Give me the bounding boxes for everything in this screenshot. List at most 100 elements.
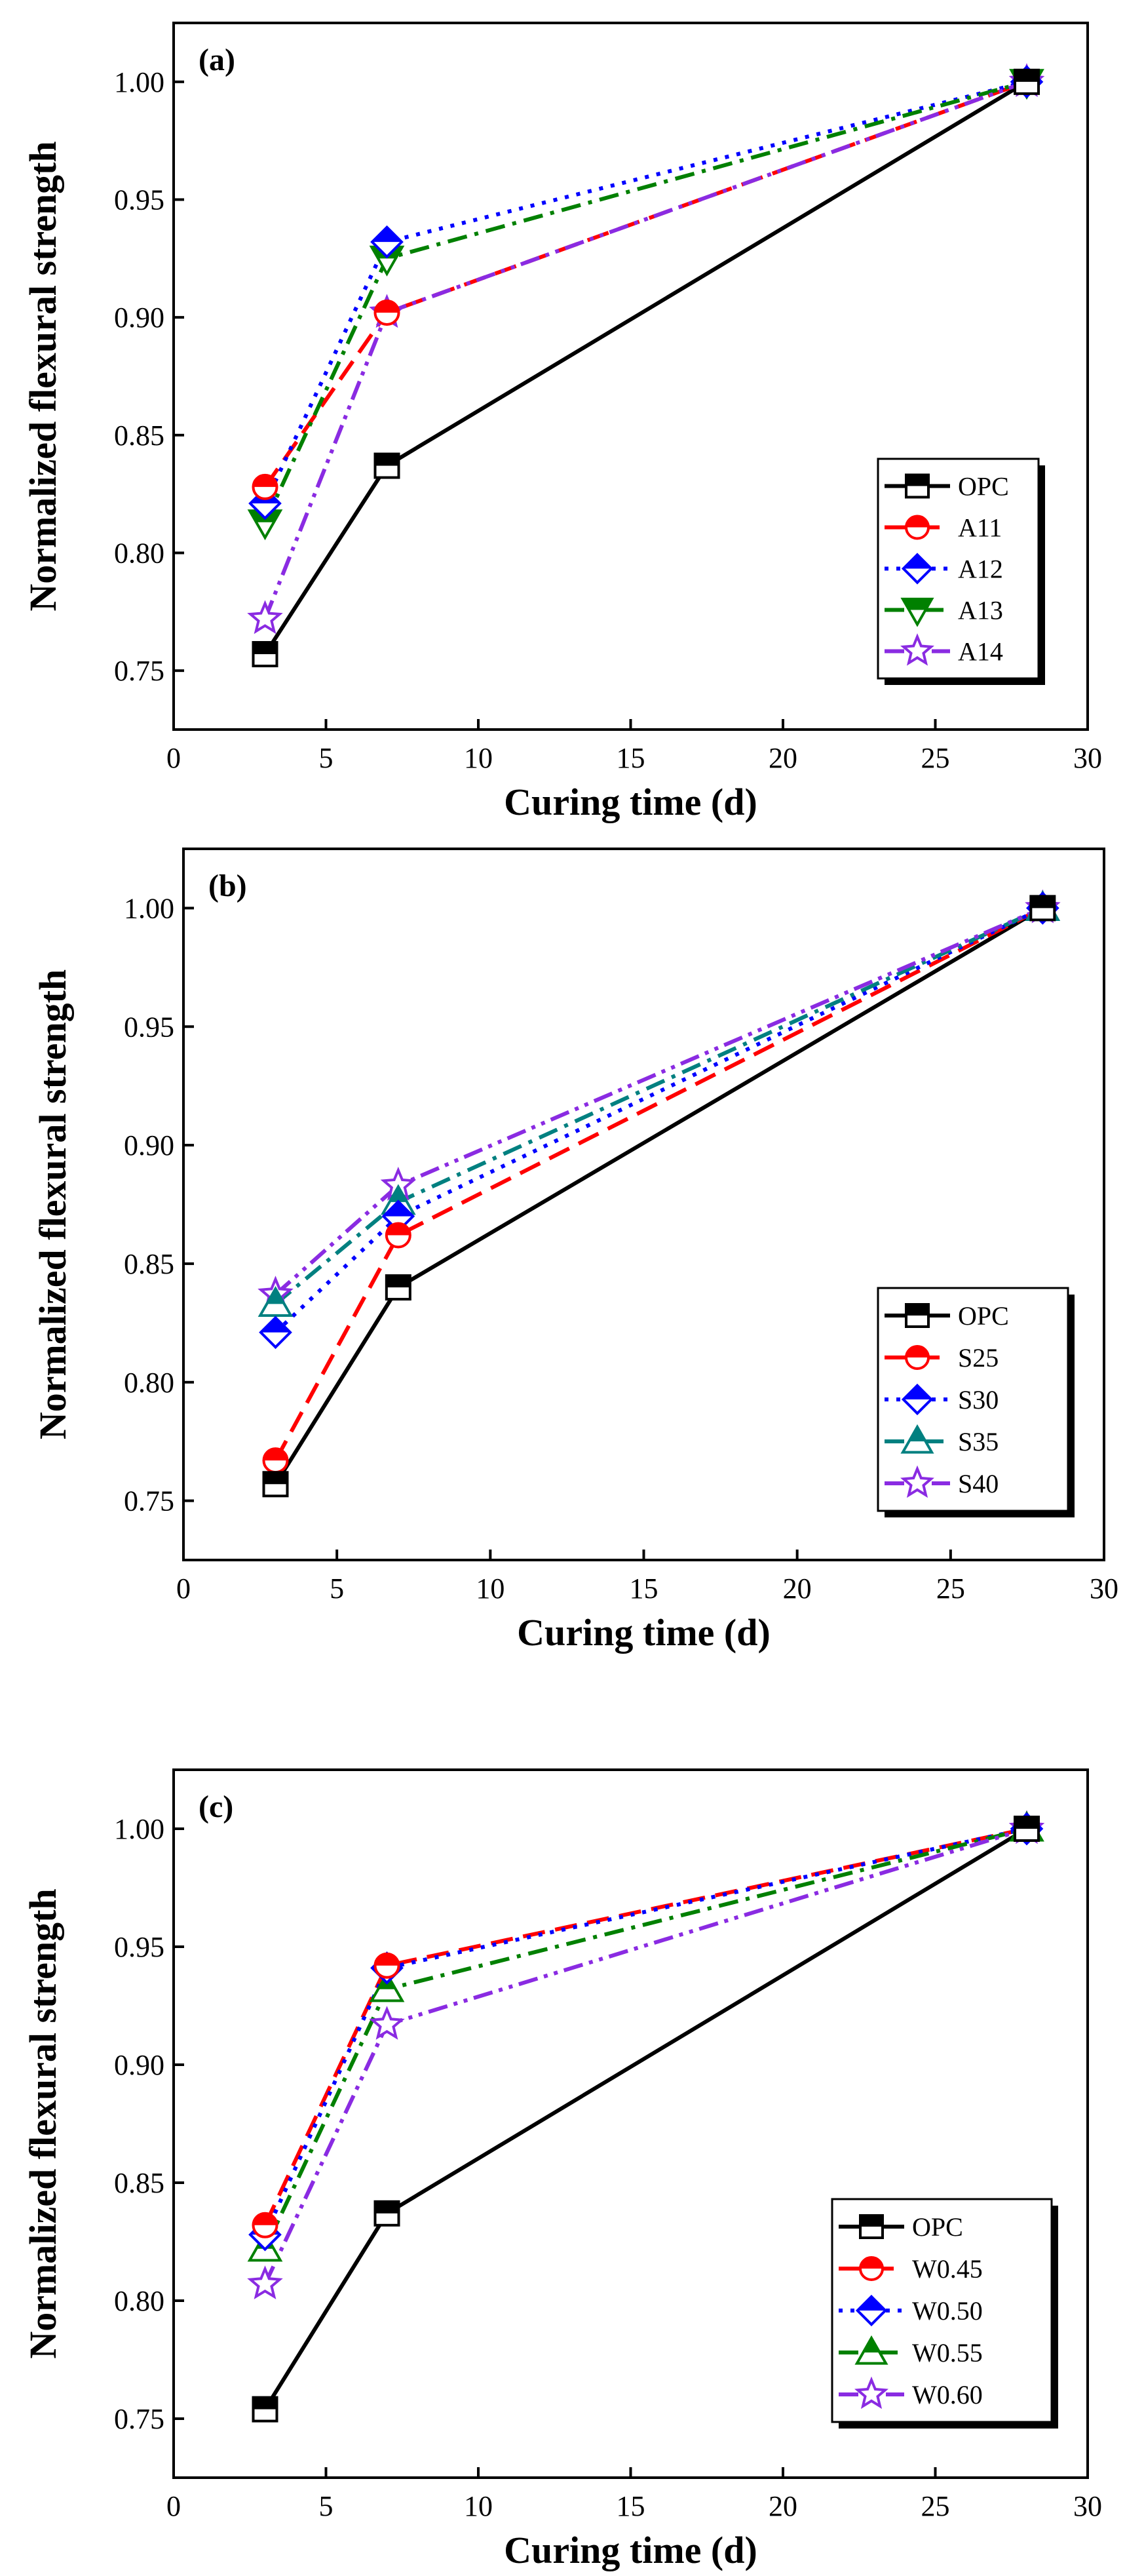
y-tick-label: 0.85 xyxy=(114,420,164,452)
x-tick-label: 20 xyxy=(769,2490,797,2522)
series-line-A14 xyxy=(263,79,1028,620)
data-point-A11 xyxy=(252,473,278,500)
chart-panel-2: 0 5 10 15 20 25 30 0.75 0.80 0.85 0.90 0.95 1.00 Curi… xyxy=(31,848,1118,1654)
legend-label-S35: S35 xyxy=(958,1427,999,1456)
series-line-W0.50 xyxy=(263,1827,1027,2236)
data-point-OPC xyxy=(373,2200,400,2227)
x-tick-label: 10 xyxy=(464,742,493,774)
series-line-S30 xyxy=(274,906,1044,1334)
panel-label: (b) xyxy=(208,868,247,903)
data-point-A12 xyxy=(370,225,404,259)
y-tick-label: 0.75 xyxy=(114,655,164,687)
legend-marker-W0.45 xyxy=(859,2256,884,2281)
chart-panel-3: 0 5 10 15 20 25 30 0.75 0.80 0.85 0.90 0.95 1.00 Curi… xyxy=(22,1768,1102,2571)
y-tick-label: 0.85 xyxy=(124,1248,174,1280)
y-axis-title: Normalized flexural strength xyxy=(31,969,74,1439)
data-point-W0.45 xyxy=(373,1952,400,1979)
x-tick-label: 5 xyxy=(330,1572,344,1605)
data-point-OPC xyxy=(373,452,400,479)
x-tick-label: 25 xyxy=(921,2490,950,2522)
y-axis-title: Normalized flexural strength xyxy=(22,141,64,611)
legend-label-W0.55: W0.55 xyxy=(912,2338,983,2368)
legend-label-W0.45: W0.45 xyxy=(912,2254,983,2284)
y-tick-label: 0.95 xyxy=(114,184,164,216)
legend-marker-W0.55 xyxy=(854,2335,888,2365)
y-tick-label: 0.75 xyxy=(124,1485,174,1517)
x-axis-title: Curing time (d) xyxy=(504,781,757,823)
data-point-OPC xyxy=(385,1274,411,1301)
legend-label-OPC: OPC xyxy=(912,2212,963,2242)
series-line-W0.45 xyxy=(263,1827,1027,2227)
x-axis-title: Curing time (d) xyxy=(504,2529,757,2571)
series-line-A11 xyxy=(263,79,1028,488)
legend-label-OPC: OPC xyxy=(958,472,1009,501)
legend-label-W0.60: W0.60 xyxy=(912,2380,983,2410)
legend-label-S25: S25 xyxy=(958,1343,999,1373)
x-tick-label: 10 xyxy=(476,1572,505,1605)
data-point-OPC xyxy=(1029,895,1056,922)
legend-marker-S35 xyxy=(900,1424,934,1454)
x-tick-label: 30 xyxy=(1073,742,1102,774)
x-tick-label: 5 xyxy=(319,742,334,774)
x-tick-label: 0 xyxy=(176,1572,191,1605)
legend: OPC W0.45 W0.50 W0.55 W0.60 xyxy=(831,2198,1058,2429)
x-tick-label: 20 xyxy=(769,742,797,774)
x-tick-label: 25 xyxy=(936,1572,965,1605)
data-point-W0.60 xyxy=(369,2006,405,2040)
y-tick-label: 0.80 xyxy=(114,537,164,570)
data-point-S30 xyxy=(381,1200,415,1233)
y-tick-label: 0.90 xyxy=(124,1129,174,1161)
data-point-OPC xyxy=(252,641,278,668)
legend-label-S30: S30 xyxy=(958,1385,999,1415)
x-tick-label: 15 xyxy=(617,2490,645,2522)
chart-panel-1: 0 5 10 15 20 25 30 0.75 0.80 0.85 0.90 0.95 1.00 Curi… xyxy=(22,22,1102,823)
x-tick-label: 5 xyxy=(319,2490,334,2522)
legend-label-A13: A13 xyxy=(958,596,1003,625)
data-point-A11 xyxy=(373,299,400,326)
legend-label-A14: A14 xyxy=(958,637,1003,667)
data-point-S25 xyxy=(385,1222,411,1249)
data-point-OPC xyxy=(262,1471,289,1498)
data-point-S35 xyxy=(257,1285,294,1317)
y-tick-label: 1.00 xyxy=(114,66,164,98)
y-tick-label: 0.90 xyxy=(114,302,164,334)
legend-marker-W0.60 xyxy=(854,2376,888,2410)
legend-label-A12: A12 xyxy=(958,555,1003,584)
series-line-S40 xyxy=(274,906,1044,1297)
legend: OPC A11 A12 A13 A14 xyxy=(877,458,1045,685)
legend-label-A11: A11 xyxy=(958,513,1002,543)
y-tick-label: 1.00 xyxy=(124,892,174,924)
legend: OPC S25 S30 S35 S40 xyxy=(877,1287,1075,1517)
legend-marker-A11 xyxy=(905,515,930,540)
y-axis-title: Normalized flexural strength xyxy=(22,1888,64,2358)
panel-label: (c) xyxy=(199,1789,233,1824)
x-tick-label: 20 xyxy=(783,1572,812,1605)
data-point-OPC xyxy=(1014,1816,1040,1842)
x-tick-label: 10 xyxy=(464,2490,493,2522)
x-tick-label: 30 xyxy=(1073,2490,1102,2522)
data-point-W0.60 xyxy=(247,2265,283,2299)
y-tick-label: 0.75 xyxy=(114,2403,164,2435)
legend-marker-W0.50 xyxy=(855,2294,888,2327)
x-tick-label: 15 xyxy=(617,742,645,774)
x-tick-label: 30 xyxy=(1090,1572,1118,1605)
data-point-S30 xyxy=(259,1316,292,1350)
legend-label-OPC: OPC xyxy=(958,1301,1009,1331)
x-tick-label: 0 xyxy=(166,2490,181,2522)
x-axis-title: Curing time (d) xyxy=(517,1611,771,1654)
y-tick-label: 0.80 xyxy=(114,2285,164,2317)
y-tick-label: 0.95 xyxy=(124,1011,174,1043)
legend-marker-OPC xyxy=(905,1303,930,1328)
series-line-A12 xyxy=(263,79,1027,505)
legend-marker-A14 xyxy=(900,633,934,666)
y-tick-label: 0.95 xyxy=(114,1931,164,1963)
data-point-OPC xyxy=(252,2396,278,2423)
legend-label-S40: S40 xyxy=(958,1469,999,1498)
legend-marker-S40 xyxy=(900,1465,934,1498)
data-point-S25 xyxy=(262,1447,289,1474)
legend-marker-S30 xyxy=(901,1383,934,1416)
data-point-W0.45 xyxy=(252,2212,278,2238)
y-tick-label: 0.90 xyxy=(114,2049,164,2081)
x-tick-label: 0 xyxy=(166,742,181,774)
legend-marker-OPC xyxy=(859,2214,884,2239)
